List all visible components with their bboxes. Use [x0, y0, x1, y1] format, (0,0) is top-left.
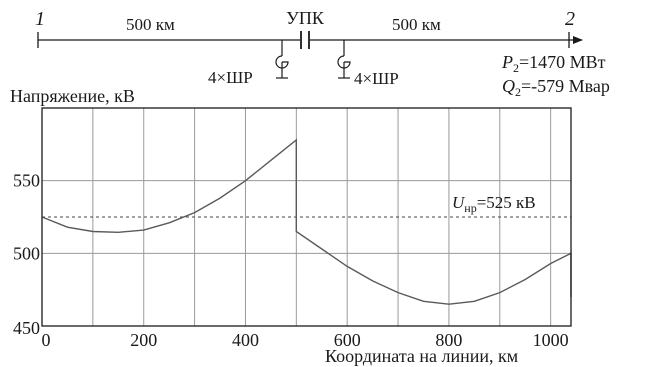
- x-tick-label: 400: [232, 330, 259, 350]
- x-tick-label: 800: [435, 330, 462, 350]
- p2-annotation: P2=1470 МВт: [501, 52, 606, 75]
- reactor-right-label: 4×ШР: [354, 69, 399, 88]
- x-axis-label: Координата на линии, км: [325, 346, 518, 366]
- compensator-label: УПК: [286, 8, 325, 28]
- y-tick-label: 450: [13, 318, 40, 338]
- series-capacitor-icon: [300, 31, 310, 49]
- y-axis-label: Напряжение, кВ: [10, 86, 135, 106]
- segment-left-length: 500 км: [126, 15, 175, 34]
- y-tick-label: 500: [13, 243, 40, 263]
- node-1-label: 1: [35, 8, 45, 30]
- node-2-label: 2: [565, 8, 575, 30]
- q2-annotation: Q2=-579 Мвар: [502, 76, 610, 99]
- series-line: [41, 138, 572, 305]
- x-tick-label: 0: [42, 330, 51, 350]
- x-tick-label: 600: [334, 330, 361, 350]
- y-tick-label: 550: [13, 171, 40, 191]
- shunt-reactor-right-icon: [337, 40, 351, 79]
- x-tick-label: 1000: [533, 330, 569, 350]
- line-scheme: 1 2 500 км 500 км УПК 4×ШР 4×ШР P2=1470 …: [35, 8, 610, 99]
- voltage-series: [41, 138, 572, 305]
- reference-line-label: Uнр=525 кВ: [452, 193, 536, 215]
- x-tick-label: 200: [130, 330, 157, 350]
- reactor-left-label: 4×ШР: [208, 68, 253, 87]
- plot-frame: [41, 107, 572, 327]
- segment-right-length: 500 км: [392, 15, 441, 34]
- shunt-reactor-left-icon: [275, 40, 289, 79]
- axis-ticks: 0 200 400 600 800 1000 450 500 550: [13, 171, 569, 350]
